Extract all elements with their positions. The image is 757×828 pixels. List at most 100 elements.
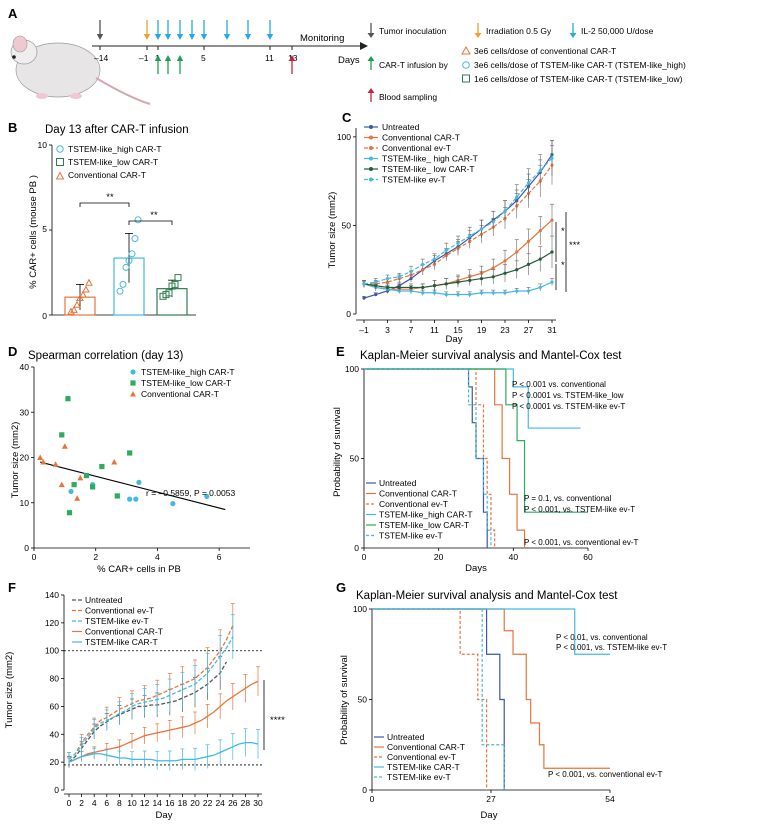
- legend-cart-by: CAR-T infusion by: [379, 60, 449, 70]
- timeline-legend: Tumor inoculation Irradiation 0.5 Gy IL-…: [367, 23, 686, 102]
- f-xtick-label: 14: [152, 798, 162, 808]
- f-xtick-label: 0: [67, 798, 72, 808]
- c-series-point: [444, 282, 448, 286]
- b-sig-bracket-1: [79, 202, 130, 207]
- b-legend-low: TSTEM-like_low CAR-T: [68, 157, 158, 167]
- c-ytick-label: 100: [337, 132, 351, 142]
- c-xtick-label: 31: [547, 325, 557, 335]
- c-xtick-label: 23: [500, 325, 510, 335]
- mouse-illustration: [10, 35, 151, 105]
- f-legend-label-2: TSTEM-like ev-T: [85, 616, 149, 626]
- f-xtick-label: 26: [228, 798, 238, 808]
- e-legend-label-2: Conventional ev-T: [379, 499, 448, 509]
- d-ytick-label: 10: [20, 498, 30, 508]
- f-legend-label-4: TSTEM-like CAR-T: [85, 637, 158, 647]
- c-xtick-label: 11: [430, 325, 439, 335]
- day-label-2: –1: [139, 53, 149, 63]
- panel-d: D Spearman correlation (day 13) Tumor si…: [8, 344, 250, 575]
- legend-tumor: Tumor inoculation: [379, 26, 447, 36]
- arrow-il2-4-head: [200, 34, 208, 40]
- day-label-4: 5: [201, 53, 206, 63]
- c-series-point: [385, 285, 390, 290]
- legend-irradiation: Irradiation 0.5 Gy: [486, 26, 552, 36]
- c-series-point: [362, 296, 366, 300]
- e-ytick-label: 0: [354, 543, 359, 553]
- panel-g-ylabel: Probability of survival: [339, 655, 350, 745]
- f-legend-label-3: Conventional CAR-T: [85, 627, 163, 637]
- f-xtick-label: 22: [203, 798, 213, 808]
- d-legend-label-2: Conventional CAR-T: [141, 389, 219, 399]
- b-point: [116, 287, 124, 295]
- arrow-blood-head: [288, 55, 296, 61]
- c-series-point: [526, 262, 531, 266]
- c-legend-marker-3: [369, 156, 373, 161]
- panel-b-title: Day 13 after CAR-T infusion: [45, 124, 189, 136]
- g-ann-3: P < 0.001, vs. conventional ev-T: [548, 770, 662, 779]
- g-xtick-label: 0: [370, 794, 375, 804]
- d-legend-label-0: TSTEM-like_high CAR-T: [141, 367, 235, 377]
- c-series-point: [397, 285, 401, 290]
- c-series-point: [550, 156, 554, 160]
- d-point: [52, 461, 59, 467]
- f-ytick-label: 100: [45, 646, 59, 656]
- b-sig-2: **: [150, 210, 158, 221]
- f-xtick-label: 4: [92, 798, 97, 808]
- c-series-point: [550, 218, 554, 222]
- c-series-point: [538, 168, 542, 173]
- arrow-tumor-head: [96, 34, 104, 40]
- b-sig-bracket-2: [128, 220, 173, 225]
- g-xtick-label: 54: [605, 794, 615, 804]
- e-xtick-label: 20: [434, 552, 444, 562]
- c-series-point: [468, 292, 472, 297]
- f-xtick-label: 8: [117, 798, 122, 808]
- panel-e-title: Kaplan-Meier survival analysis and Mante…: [360, 350, 622, 362]
- f-xtick-label: 18: [178, 798, 188, 808]
- arrow-il2-0-head: [154, 34, 162, 40]
- f-ytick-label: 120: [45, 618, 59, 628]
- c-legend-marker-1: [369, 135, 373, 140]
- panel-b-legend: TSTEM-like_high CAR-T TSTEM-like_low CAR…: [55, 144, 162, 180]
- c-series-point: [432, 257, 437, 261]
- d-stat: r = –0.5859, P = 0.0053: [146, 488, 235, 498]
- c-legend-label-0: Untreated: [382, 122, 420, 132]
- c-series-point: [491, 291, 495, 295]
- f-series-line-1: [68, 625, 234, 760]
- d-point: [99, 463, 105, 470]
- c-legend-label-1: Conventional CAR-T: [382, 133, 460, 143]
- d-point: [133, 496, 139, 502]
- e-xtick-label: 0: [362, 552, 367, 562]
- panel-b-ylabel: % CAR+ cells (mouse PB ): [28, 175, 39, 289]
- g-ann-2: P < 0.001, vs. TSTEM-like ev-T: [556, 643, 667, 652]
- timeline-ticks: [99, 46, 293, 50]
- f-xtick-label: 6: [104, 798, 109, 808]
- c-series-point: [526, 289, 531, 293]
- b-point: [70, 305, 78, 313]
- g-legend-label-2: Conventional ev-T: [387, 752, 456, 762]
- arrow-cart-0-head: [154, 55, 162, 61]
- e-ann-6: P < 0.001, vs. conventional ev-T: [524, 538, 638, 547]
- g-ann-1: P < 0.01, vs. conventional: [556, 633, 648, 642]
- c-legend-label-2: Conventional ev-T: [382, 143, 451, 153]
- f-ytick-label: 40: [50, 729, 60, 739]
- e-ytick-label: 50: [350, 454, 360, 464]
- e-xtick-label: 60: [583, 552, 593, 562]
- e-legend-label-4: TSTEM-like_low CAR-T: [379, 520, 469, 530]
- e-ann-4: P = 0.1, vs. conventional: [524, 494, 611, 503]
- d-point: [40, 459, 47, 465]
- d-fit-line: [40, 461, 226, 511]
- b-point: [122, 263, 130, 271]
- d-point: [111, 459, 118, 465]
- f-legend-label-0: Untreated: [85, 595, 123, 605]
- c-series-point: [374, 280, 378, 284]
- f-ytick-label: 140: [45, 590, 59, 600]
- d-xtick-label: 6: [217, 552, 222, 562]
- panel-d-title: Spearman correlation (day 13): [28, 350, 183, 362]
- d-point: [66, 510, 73, 516]
- panel-b: B Day 13 after CAR-T infusion % CAR+ cel…: [8, 120, 196, 321]
- c-series-point: [515, 250, 519, 254]
- c-legend-label-4: TSTEM-like_ low CAR-T: [382, 164, 475, 174]
- panel-c-xlabel: Day: [446, 334, 463, 345]
- b-legend-conv: Conventional CAR-T: [68, 170, 146, 180]
- d-legend-label-1: TSTEM-like_low CAR-T: [141, 378, 231, 388]
